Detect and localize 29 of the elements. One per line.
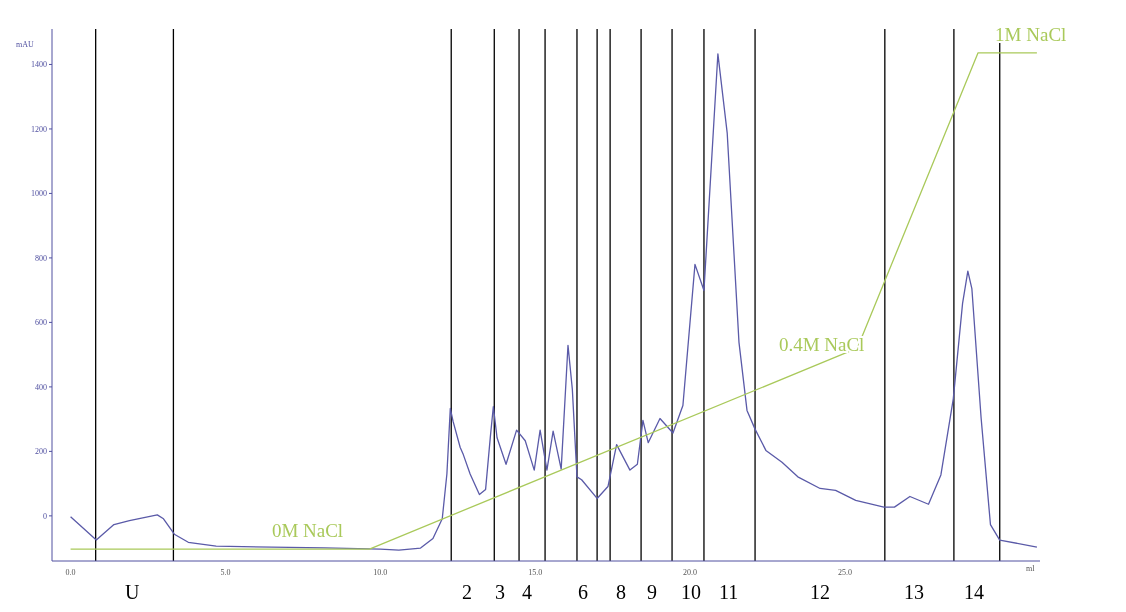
text: 14 [964,580,985,604]
x-axis-title: ml [1026,564,1036,573]
y-tick-label: 800 [35,253,47,263]
text: U [125,580,141,604]
x-tick-label: 15.0 [528,567,543,577]
text: 2 [462,580,473,604]
annotation: 0M NaCl [271,520,344,542]
text: 13 [904,580,925,604]
text: 6 [578,580,589,604]
y-tick-label: 400 [35,382,47,392]
x-tick-label: 0.0 [65,567,76,577]
text: 9 [647,580,658,604]
y-axis-title: mAU [16,40,34,49]
x-tick-label: 10.0 [373,567,388,577]
text: 8 [616,580,627,604]
text: 3 [495,580,506,604]
y-tick-label: 0 [43,511,47,521]
y-tick-label: 1400 [31,60,47,70]
text: 12 [810,580,831,604]
y-tick-label: 1200 [31,124,47,134]
x-tick-label: 25.0 [837,567,852,577]
text: 10 [681,580,702,604]
x-tick-label: 5.0 [220,567,231,577]
x-tick-label: 20.0 [683,567,698,577]
y-tick-label: 600 [35,318,47,328]
y-tick-label: 1000 [31,189,47,199]
text: 4 [522,580,533,604]
y-tick-label: 200 [35,447,47,457]
text: 11 [719,580,740,604]
